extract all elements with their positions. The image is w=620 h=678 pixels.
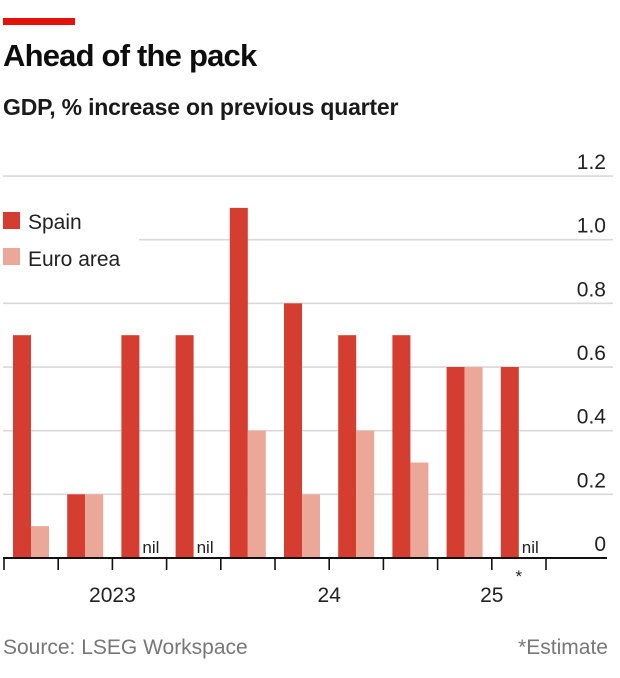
nil-label: nil: [197, 538, 214, 557]
source-note: Source: LSEG Workspace: [3, 636, 248, 659]
bars: [13, 207, 519, 558]
bar-spain: [175, 335, 194, 558]
bar-spain: [121, 335, 140, 558]
legend: Spain Euro area: [3, 211, 121, 271]
bar-euro-area: [31, 526, 49, 558]
legend-swatch-euro-area: [3, 248, 20, 265]
y-axis-labels: 0 0.2 0.4 0.6 0.8 1.0 1.2: [577, 151, 607, 556]
bar-spain: [284, 303, 302, 558]
bar-euro-area: [85, 494, 104, 558]
legend-swatch-spain: [3, 212, 20, 229]
bar-euro-area: [247, 430, 266, 558]
bar-euro-area: [302, 494, 320, 558]
bar-euro-area: [356, 430, 375, 558]
y-tick-label: 0.6: [577, 342, 606, 365]
bar-euro-area: [464, 367, 483, 558]
y-tick-label: 1.0: [577, 215, 606, 238]
bar-spain: [500, 367, 519, 558]
x-year-label: 2023: [89, 584, 136, 607]
y-tick-label: 0.4: [577, 406, 607, 429]
estimate-footnote: *Estimate: [518, 636, 608, 659]
bar-spain: [338, 335, 357, 558]
bar-spain: [446, 367, 465, 558]
chart-title: Ahead of the pack: [3, 38, 257, 73]
nil-label: nil: [142, 538, 159, 557]
nil-label: nil: [522, 538, 539, 557]
x-year-label: 24: [318, 584, 342, 607]
bar-spain: [67, 494, 86, 558]
accent-bar: [3, 18, 75, 25]
bar-spain: [229, 207, 248, 558]
x-axis: 2023 24 25: [3, 557, 607, 607]
y-tick-label: 0.8: [577, 278, 606, 301]
legend-label-spain: Spain: [28, 211, 82, 234]
bar-spain: [13, 335, 31, 558]
y-tick-label: 0.2: [577, 469, 606, 492]
y-tick-label: 0: [594, 533, 606, 556]
estimate-marker: *: [515, 567, 522, 586]
annotations: nil nil nil*: [142, 538, 538, 586]
chart-subtitle: GDP, % increase on previous quarter: [3, 94, 399, 120]
bar-spain: [392, 335, 411, 558]
x-year-label: 25: [480, 584, 503, 607]
gridlines: [3, 175, 613, 496]
y-tick-label: 1.2: [577, 151, 606, 174]
legend-label-euro-area: Euro area: [28, 248, 121, 271]
bar-euro-area: [410, 462, 429, 558]
